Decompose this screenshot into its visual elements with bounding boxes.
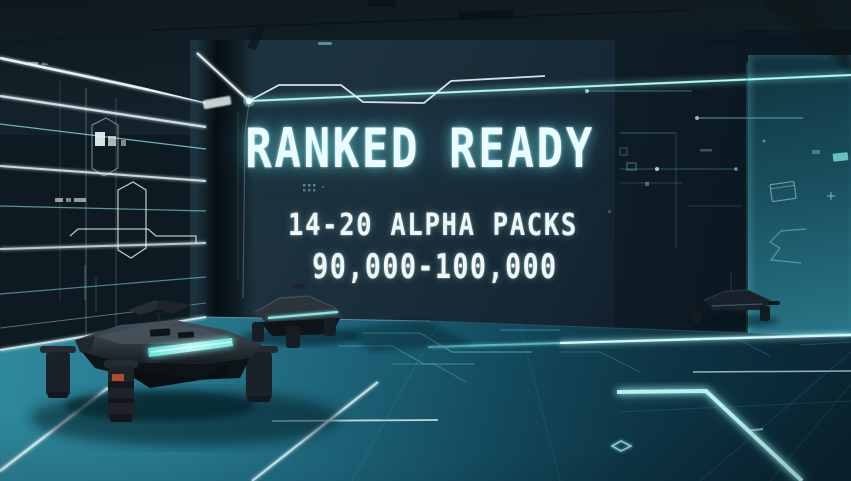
- hud-glyphs: [250, 130, 649, 213]
- wall-dashes: [84, 265, 97, 312]
- ceiling-seams: [0, 0, 851, 93]
- left-panel-lines: [0, 56, 207, 340]
- warning-light: [112, 374, 124, 381]
- blurred-label: [202, 95, 232, 110]
- hud-frame-lines: [196, 52, 851, 299]
